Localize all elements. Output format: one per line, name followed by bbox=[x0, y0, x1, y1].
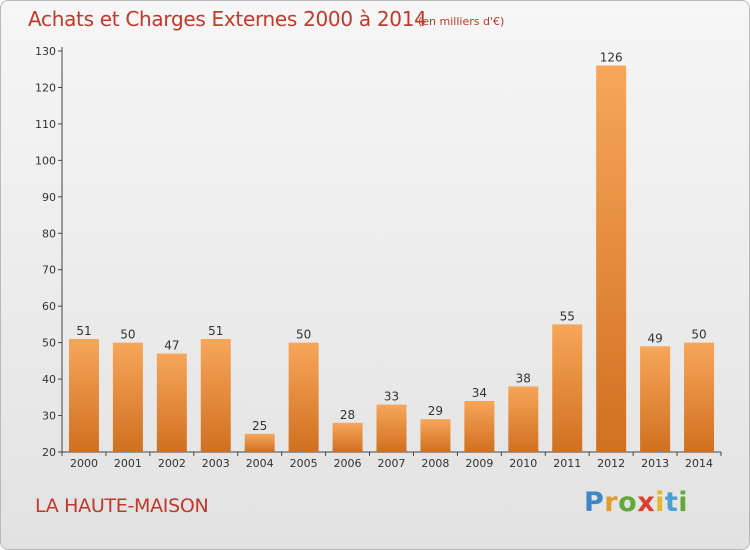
bar-2002 bbox=[156, 353, 187, 452]
data-labels: 51 50 47 51 25 50 28 33 29 34 38 55 126 49 50 bbox=[76, 51, 706, 433]
x-tick-label: 2011 bbox=[553, 457, 581, 470]
data-label: 33 bbox=[384, 390, 399, 404]
bar-2000 bbox=[68, 338, 99, 452]
logo-letter: x bbox=[637, 487, 656, 518]
bar-2012 bbox=[596, 65, 627, 452]
data-label: 50 bbox=[120, 328, 135, 342]
y-tick-label: 30 bbox=[42, 410, 56, 423]
data-label: 29 bbox=[428, 404, 443, 418]
logo-letter: r bbox=[604, 487, 619, 518]
bar-2004 bbox=[244, 433, 275, 452]
chart-title: Achats et Charges Externes 2000 à 2014 bbox=[28, 7, 427, 31]
logo-letter: i bbox=[655, 487, 665, 518]
x-tick-label: 2005 bbox=[290, 457, 318, 470]
data-label: 50 bbox=[296, 328, 311, 342]
x-tick-label: 2012 bbox=[597, 457, 625, 470]
bar-2005 bbox=[288, 342, 319, 452]
x-tick-label: 2006 bbox=[334, 457, 362, 470]
bar-2010 bbox=[508, 386, 539, 452]
x-tick-label: 2010 bbox=[509, 457, 537, 470]
data-label: 55 bbox=[560, 309, 575, 323]
y-tick-label: 90 bbox=[42, 191, 56, 204]
logo-letter: i bbox=[678, 487, 689, 518]
bar-2014 bbox=[684, 342, 715, 452]
chart-subtitle: (en milliers d'€) bbox=[418, 15, 505, 28]
bar-2003 bbox=[200, 338, 231, 452]
data-label: 28 bbox=[340, 408, 355, 422]
y-tick-label: 100 bbox=[35, 154, 56, 167]
bar-2013 bbox=[640, 346, 671, 452]
x-tick-label: 2008 bbox=[421, 457, 449, 470]
proxiti-logo: Proxiti bbox=[584, 487, 688, 518]
y-tick-label: 60 bbox=[42, 300, 56, 313]
y-tick-label: 110 bbox=[35, 118, 56, 131]
place-name: LA HAUTE-MAISON bbox=[35, 495, 209, 517]
data-label: 38 bbox=[516, 371, 531, 385]
y-tick-label: 50 bbox=[42, 337, 56, 350]
y-tick-label: 80 bbox=[42, 227, 56, 240]
y-tick-label: 20 bbox=[42, 446, 56, 459]
data-label: 34 bbox=[472, 386, 487, 400]
y-tick-label: 70 bbox=[42, 264, 56, 277]
x-tick-label: 2003 bbox=[202, 457, 230, 470]
logo-letter: P bbox=[584, 487, 605, 518]
data-label: 50 bbox=[691, 328, 706, 342]
x-tick-label: 2002 bbox=[158, 457, 186, 470]
bars bbox=[68, 65, 715, 452]
x-tick-label: 2009 bbox=[465, 457, 493, 470]
x-tick-label: 2013 bbox=[641, 457, 669, 470]
axes: 20 30 40 50 60 70 80 90 100 110 120 130 2000 2001 2002… bbox=[35, 45, 722, 470]
x-tick-label: 2001 bbox=[114, 457, 142, 470]
x-tick-label: 2007 bbox=[378, 457, 406, 470]
x-tick-label: 2000 bbox=[70, 457, 98, 470]
bar-2007 bbox=[376, 404, 407, 452]
data-label: 47 bbox=[164, 339, 179, 353]
data-label: 25 bbox=[252, 419, 267, 433]
logo-letter: o bbox=[618, 487, 638, 518]
y-tick-label: 120 bbox=[35, 81, 56, 94]
bar-2006 bbox=[332, 422, 363, 452]
x-tick-label: 2014 bbox=[685, 457, 713, 470]
x-tick-label: 2004 bbox=[246, 457, 274, 470]
bar-2011 bbox=[552, 324, 583, 452]
bar-2001 bbox=[112, 342, 143, 452]
data-label: 51 bbox=[76, 324, 91, 338]
y-tick-label: 40 bbox=[42, 373, 56, 386]
bar-2009 bbox=[464, 400, 495, 452]
data-label: 51 bbox=[208, 324, 223, 338]
data-label: 126 bbox=[600, 51, 623, 65]
y-tick-label: 130 bbox=[35, 45, 56, 58]
bar-2008 bbox=[420, 419, 451, 452]
data-label: 49 bbox=[647, 331, 662, 345]
logo-letter: t bbox=[664, 487, 679, 518]
